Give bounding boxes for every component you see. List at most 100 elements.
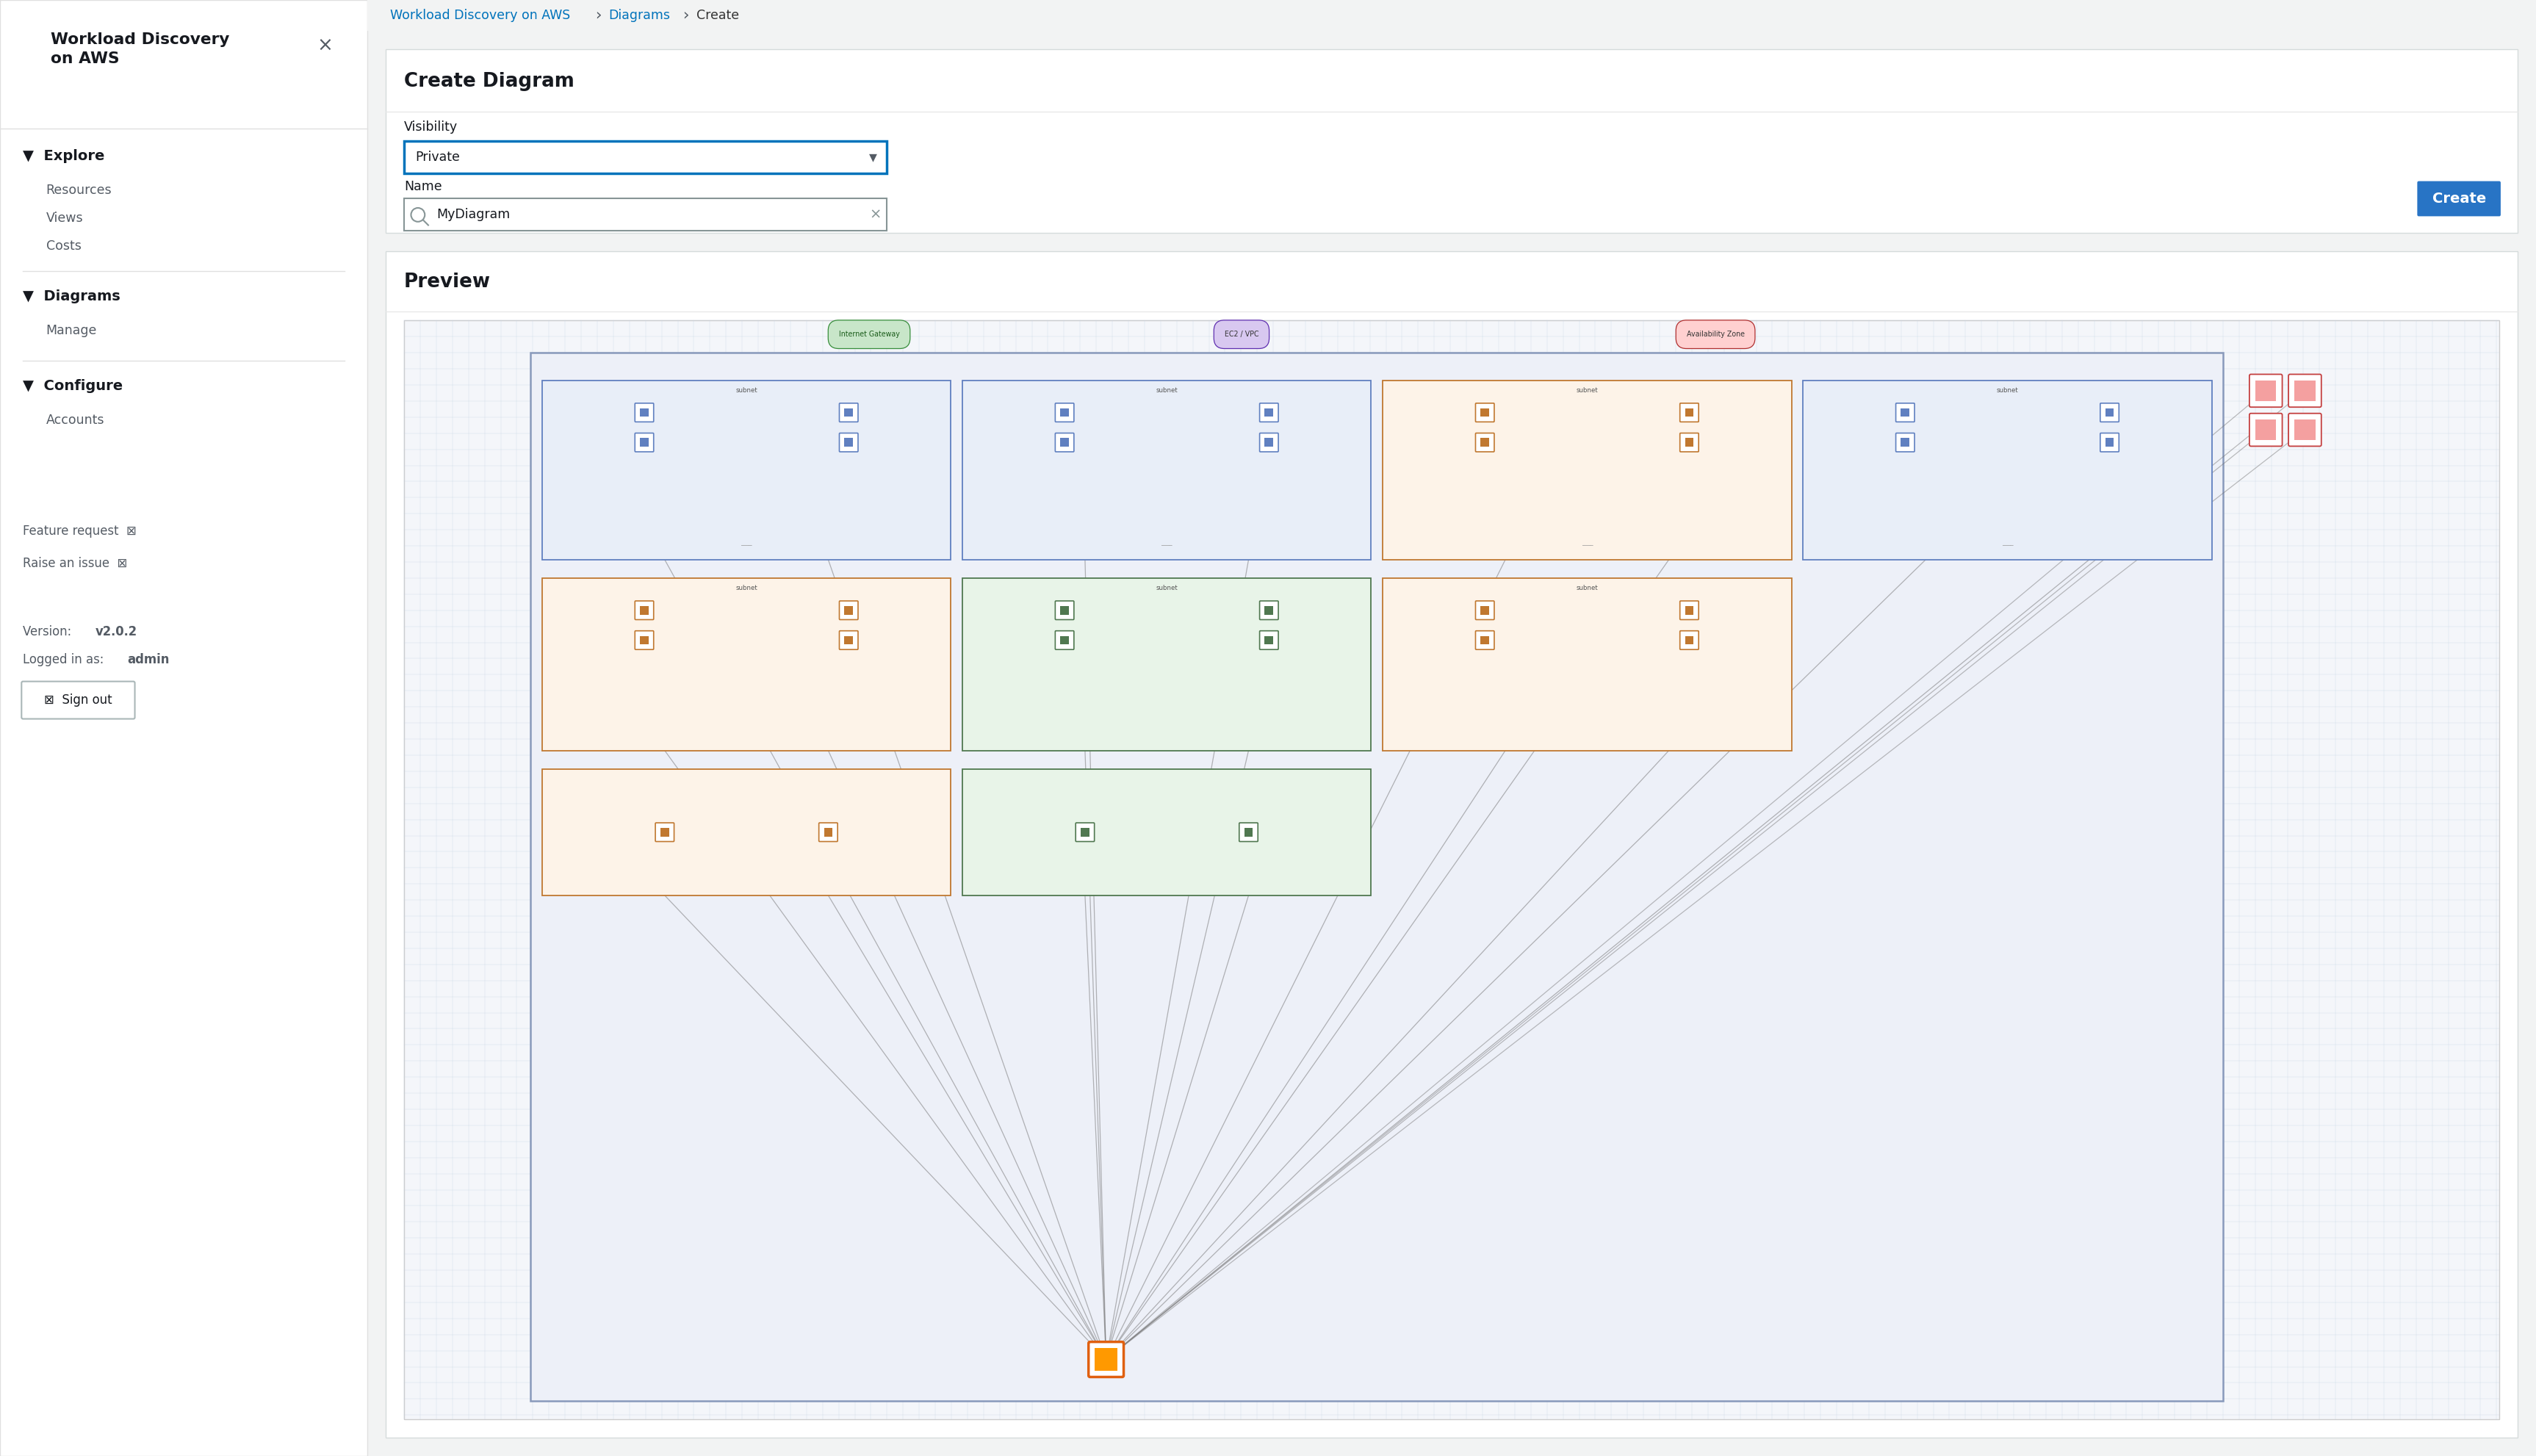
Text: Views: Views [46, 211, 84, 224]
Text: Internet Gateway: Internet Gateway [839, 331, 900, 338]
FancyBboxPatch shape [530, 352, 2224, 1401]
FancyBboxPatch shape [1075, 823, 1096, 842]
FancyBboxPatch shape [1481, 438, 1489, 447]
FancyBboxPatch shape [844, 636, 852, 645]
FancyBboxPatch shape [2287, 374, 2320, 408]
FancyBboxPatch shape [1684, 408, 1694, 416]
FancyBboxPatch shape [543, 578, 951, 750]
FancyBboxPatch shape [2255, 380, 2277, 400]
Text: subnet: subnet [1156, 387, 1177, 395]
FancyBboxPatch shape [1476, 601, 1494, 620]
FancyBboxPatch shape [1902, 408, 1910, 416]
FancyBboxPatch shape [1481, 408, 1489, 416]
FancyBboxPatch shape [1684, 438, 1694, 447]
FancyBboxPatch shape [1476, 432, 1494, 451]
Text: Visibility: Visibility [403, 121, 459, 134]
FancyBboxPatch shape [839, 432, 857, 451]
FancyBboxPatch shape [385, 252, 2518, 1437]
FancyBboxPatch shape [1803, 380, 2211, 559]
Text: subnet: subnet [735, 387, 758, 395]
FancyBboxPatch shape [1055, 601, 1073, 620]
FancyBboxPatch shape [634, 432, 654, 451]
FancyBboxPatch shape [654, 823, 675, 842]
Text: Name: Name [403, 181, 441, 194]
Text: Workload Discovery
on AWS: Workload Discovery on AWS [51, 32, 228, 67]
Text: ⊠  Sign out: ⊠ Sign out [43, 693, 112, 706]
FancyBboxPatch shape [1260, 601, 1278, 620]
Text: Private: Private [416, 151, 462, 165]
FancyBboxPatch shape [659, 828, 670, 837]
FancyBboxPatch shape [839, 403, 857, 422]
FancyBboxPatch shape [1481, 636, 1489, 645]
Text: Diagrams: Diagrams [609, 9, 670, 22]
FancyBboxPatch shape [1897, 403, 1915, 422]
FancyBboxPatch shape [20, 681, 134, 719]
FancyBboxPatch shape [639, 438, 649, 447]
Text: ›: › [677, 9, 690, 23]
Text: ────: ──── [1582, 543, 1593, 547]
FancyBboxPatch shape [0, 0, 368, 1456]
Text: Feature request  ⊠: Feature request ⊠ [23, 524, 137, 537]
Text: Manage: Manage [46, 325, 96, 338]
FancyBboxPatch shape [634, 403, 654, 422]
FancyBboxPatch shape [1684, 636, 1694, 645]
Text: ×: × [317, 36, 332, 55]
Text: ▼  Explore: ▼ Explore [23, 150, 104, 163]
FancyBboxPatch shape [368, 0, 2536, 31]
FancyBboxPatch shape [1055, 630, 1073, 649]
Text: Workload Discovery on AWS: Workload Discovery on AWS [391, 9, 571, 22]
Text: subnet: subnet [1996, 387, 2019, 395]
FancyBboxPatch shape [639, 606, 649, 614]
FancyBboxPatch shape [1476, 630, 1494, 649]
FancyBboxPatch shape [403, 320, 2498, 1420]
Text: subnet: subnet [1156, 585, 1177, 591]
Text: Availability Zone: Availability Zone [1686, 331, 1745, 338]
FancyBboxPatch shape [1260, 432, 1278, 451]
FancyBboxPatch shape [385, 50, 2518, 233]
FancyBboxPatch shape [1476, 403, 1494, 422]
FancyBboxPatch shape [2287, 414, 2320, 446]
FancyBboxPatch shape [639, 636, 649, 645]
FancyBboxPatch shape [844, 408, 852, 416]
FancyBboxPatch shape [639, 408, 649, 416]
Text: ▼  Diagrams: ▼ Diagrams [23, 290, 122, 304]
FancyBboxPatch shape [1382, 578, 1790, 750]
Text: subnet: subnet [1577, 585, 1598, 591]
Text: Raise an issue  ⊠: Raise an issue ⊠ [23, 556, 127, 569]
FancyBboxPatch shape [1055, 403, 1073, 422]
Text: Create Diagram: Create Diagram [403, 73, 576, 92]
Text: ▾: ▾ [870, 150, 877, 165]
FancyBboxPatch shape [961, 578, 1372, 750]
FancyBboxPatch shape [543, 769, 951, 895]
FancyBboxPatch shape [1260, 403, 1278, 422]
FancyBboxPatch shape [961, 769, 1372, 895]
FancyBboxPatch shape [1897, 432, 1915, 451]
FancyBboxPatch shape [1481, 606, 1489, 614]
FancyBboxPatch shape [839, 601, 857, 620]
FancyBboxPatch shape [844, 606, 852, 614]
FancyBboxPatch shape [1245, 828, 1253, 837]
FancyBboxPatch shape [2255, 419, 2277, 440]
Text: Costs: Costs [46, 239, 81, 252]
Text: ▼  Configure: ▼ Configure [23, 380, 124, 393]
FancyBboxPatch shape [2105, 408, 2115, 416]
FancyBboxPatch shape [543, 380, 951, 559]
FancyBboxPatch shape [839, 630, 857, 649]
FancyBboxPatch shape [1265, 408, 1273, 416]
FancyBboxPatch shape [1088, 1342, 1123, 1377]
FancyBboxPatch shape [2249, 374, 2282, 408]
Text: v2.0.2: v2.0.2 [96, 626, 137, 639]
FancyBboxPatch shape [2417, 181, 2500, 217]
FancyBboxPatch shape [2295, 419, 2315, 440]
Text: Preview: Preview [403, 272, 492, 291]
FancyBboxPatch shape [403, 141, 888, 173]
FancyBboxPatch shape [1240, 823, 1258, 842]
Text: ────: ──── [741, 543, 753, 547]
FancyBboxPatch shape [1060, 636, 1068, 645]
Text: subnet: subnet [735, 585, 758, 591]
Text: Resources: Resources [46, 183, 112, 197]
FancyBboxPatch shape [1060, 438, 1068, 447]
Text: ────: ──── [2001, 543, 2014, 547]
FancyBboxPatch shape [634, 630, 654, 649]
Text: Create: Create [697, 9, 738, 22]
